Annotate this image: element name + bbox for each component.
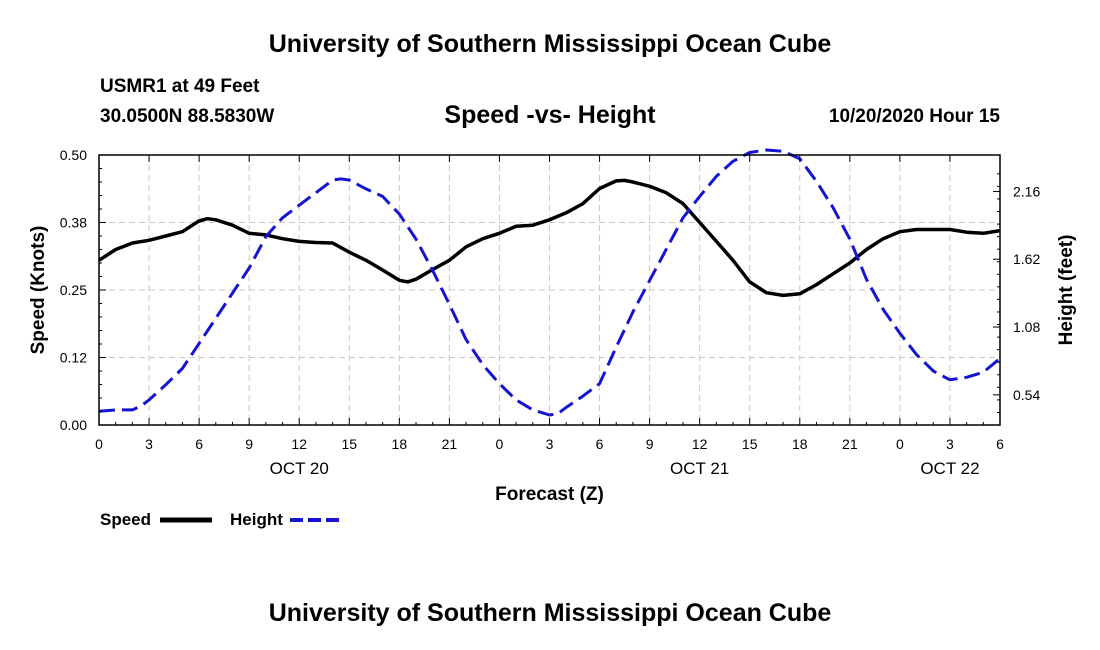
x-tick-label: 12: [291, 436, 307, 452]
x-tick-label: 6: [195, 436, 203, 452]
x-tick-label: 9: [646, 436, 654, 452]
x-tick-label: 15: [341, 436, 357, 452]
series-layer: [98, 148, 1001, 417]
speed-series-line: [98, 178, 1001, 298]
x-tick-label: 9: [245, 436, 253, 452]
y-tick-label: 0.12: [60, 350, 87, 366]
x-tick-label: 3: [946, 436, 954, 452]
x-date-label: OCT 21: [670, 459, 729, 478]
grid-layer: [99, 155, 1000, 425]
height-series-line: [98, 148, 1001, 417]
x-tick-label: 21: [442, 436, 458, 452]
station-label: USMR1 at 49 Feet: [100, 76, 260, 97]
x-date-label: OCT 20: [270, 459, 329, 478]
y-tick-label: 0.25: [60, 282, 87, 298]
y-axis-label: Speed (Knots): [28, 226, 49, 355]
y2-tick-label: 2.16: [1013, 183, 1040, 199]
x-tick-label: 21: [842, 436, 858, 452]
legend-height-label: Height: [230, 510, 283, 529]
y2-tick-label: 1.62: [1013, 251, 1040, 267]
x-tick-label: 18: [792, 436, 808, 452]
axis-layer: 0 3 6 9 12 15 18 21 0 3 6 9 12 15 18 21 0 3 6 OCT 20 OCT 21 O…: [60, 147, 1041, 478]
x-tick-label: 3: [145, 436, 153, 452]
legend-speed-label: Speed: [100, 510, 152, 529]
y-tick-label: 0.00: [60, 417, 87, 433]
y2-tick-label: 0.54: [1013, 387, 1040, 403]
y2-axis-label: Height (feet): [1056, 235, 1077, 346]
forecast-datetime: 10/20/2020 Hour 15: [828, 106, 1000, 127]
chart-title: University of Southern Mississippi Ocean…: [268, 30, 832, 58]
footer-title: University of Southern Mississippi Ocean…: [268, 599, 832, 627]
x-tick-label: 0: [496, 436, 504, 452]
x-tick-label: 6: [996, 436, 1004, 452]
x-tick-label: 18: [392, 436, 408, 452]
chart-subtitle: Speed -vs- Height: [444, 101, 656, 129]
x-tick-label: 12: [692, 436, 708, 452]
y2-tick-label: 1.08: [1013, 319, 1040, 335]
y-tick-label: 0.38: [60, 215, 87, 231]
x-tick-label: 3: [546, 436, 554, 452]
coordinates-label: 30.0500N 88.5830W: [100, 106, 275, 127]
x-axis-label: Forecast (Z): [495, 484, 604, 505]
y-tick-label: 0.50: [60, 147, 87, 163]
x-tick-label: 0: [896, 436, 904, 452]
x-tick-label: 15: [742, 436, 758, 452]
x-date-label: OCT 22: [920, 459, 979, 478]
speed-height-chart: 0 3 6 9 12 15 18 21 0 3 6 9 12 15 18 21 0 3 6 OCT 20 OCT 21 O…: [28, 147, 1077, 523]
x-tick-label: 6: [596, 436, 604, 452]
x-tick-label: 0: [95, 436, 103, 452]
